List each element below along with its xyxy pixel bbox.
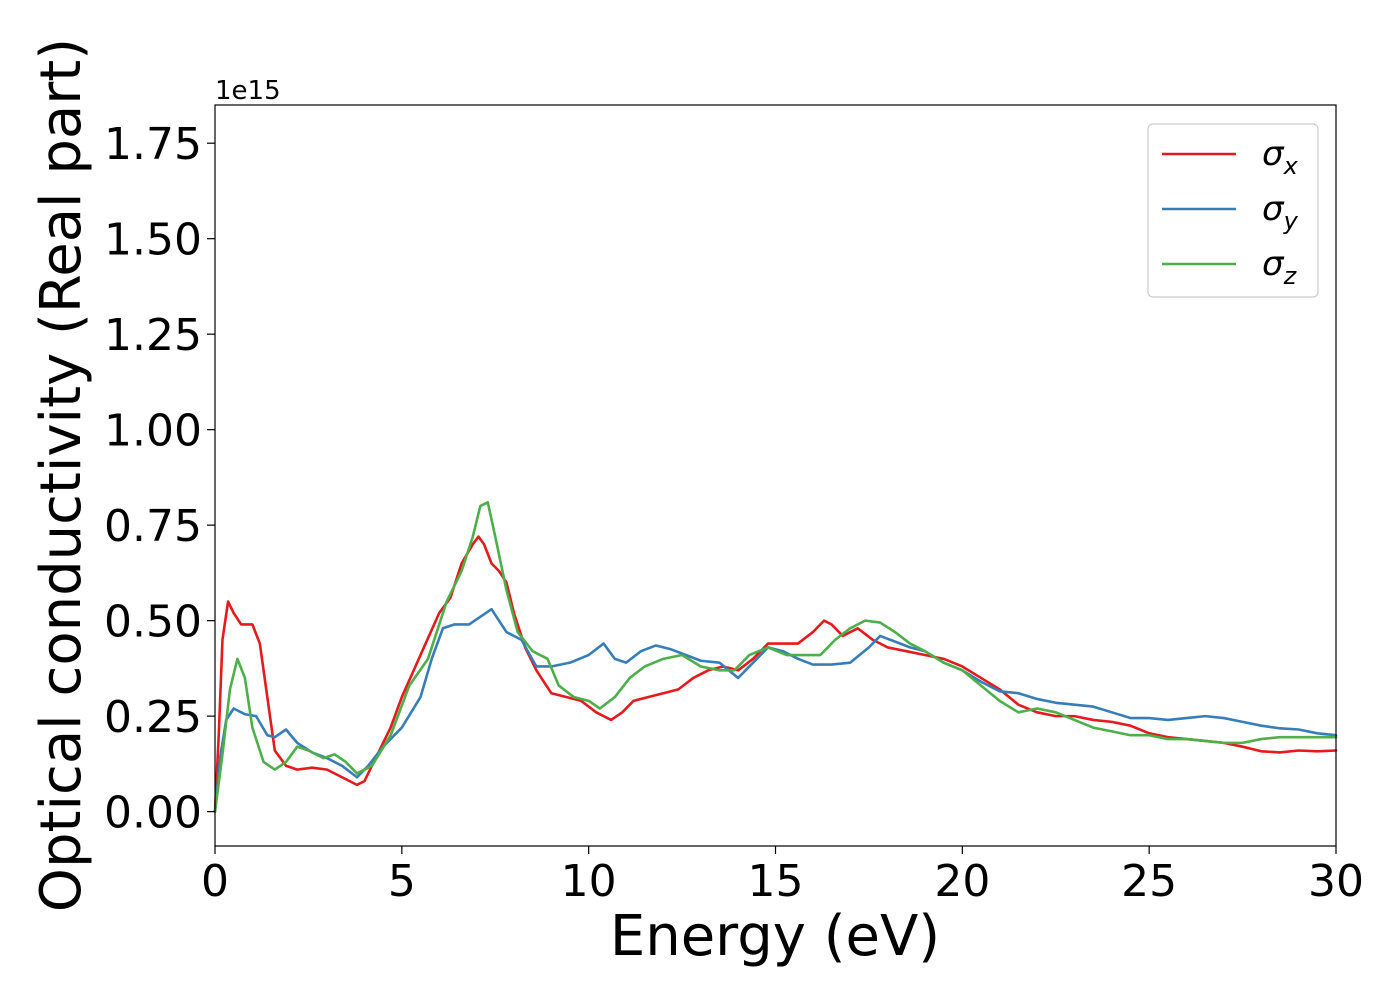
y-axis-multiplier: 1e15 xyxy=(215,76,281,106)
x-tick-label: 30 xyxy=(1308,856,1364,907)
y-tick-label: 1.75 xyxy=(104,119,202,170)
y-tick-label: 1.25 xyxy=(104,310,202,361)
legend-item-x[interactable]: σx xyxy=(1162,134,1299,180)
legend[interactable]: σx σy σz xyxy=(1147,123,1319,298)
y-tick-label: 0.00 xyxy=(104,788,202,839)
series-line-z xyxy=(213,500,1338,813)
x-tick-label: 15 xyxy=(748,856,804,907)
legend-box xyxy=(1147,123,1319,298)
legend-label: σz xyxy=(1262,244,1298,290)
series-line-x xyxy=(213,535,1338,813)
x-tick-label: 0 xyxy=(201,856,229,907)
x-axis: 0 5 10 15 20 25 30 xyxy=(201,846,1364,907)
x-tick-label: 5 xyxy=(388,856,416,907)
x-axis-label: Energy (eV) xyxy=(610,904,940,969)
y-tick-label: 0.25 xyxy=(104,692,202,743)
x-tick-label: 25 xyxy=(1121,856,1177,907)
series-line-y xyxy=(213,607,1338,813)
x-tick-label: 10 xyxy=(561,856,617,907)
y-tick-label: 1.00 xyxy=(104,406,202,457)
legend-label: σx xyxy=(1262,134,1299,180)
y-axis: 0.00 0.25 0.50 0.75 1.00 1.25 1.50 1.75 xyxy=(104,119,215,839)
y-tick-label: 0.75 xyxy=(104,501,202,552)
x-tick-label: 20 xyxy=(934,856,990,907)
y-axis-label: Optical conductivity (Real part) xyxy=(29,38,94,912)
legend-label: σy xyxy=(1262,189,1299,235)
series-lines xyxy=(213,500,1338,813)
legend-item-z[interactable]: σz xyxy=(1162,244,1298,290)
y-tick-label: 1.50 xyxy=(104,215,202,266)
y-tick-label: 0.50 xyxy=(104,597,202,648)
legend-item-y[interactable]: σy xyxy=(1162,189,1299,235)
